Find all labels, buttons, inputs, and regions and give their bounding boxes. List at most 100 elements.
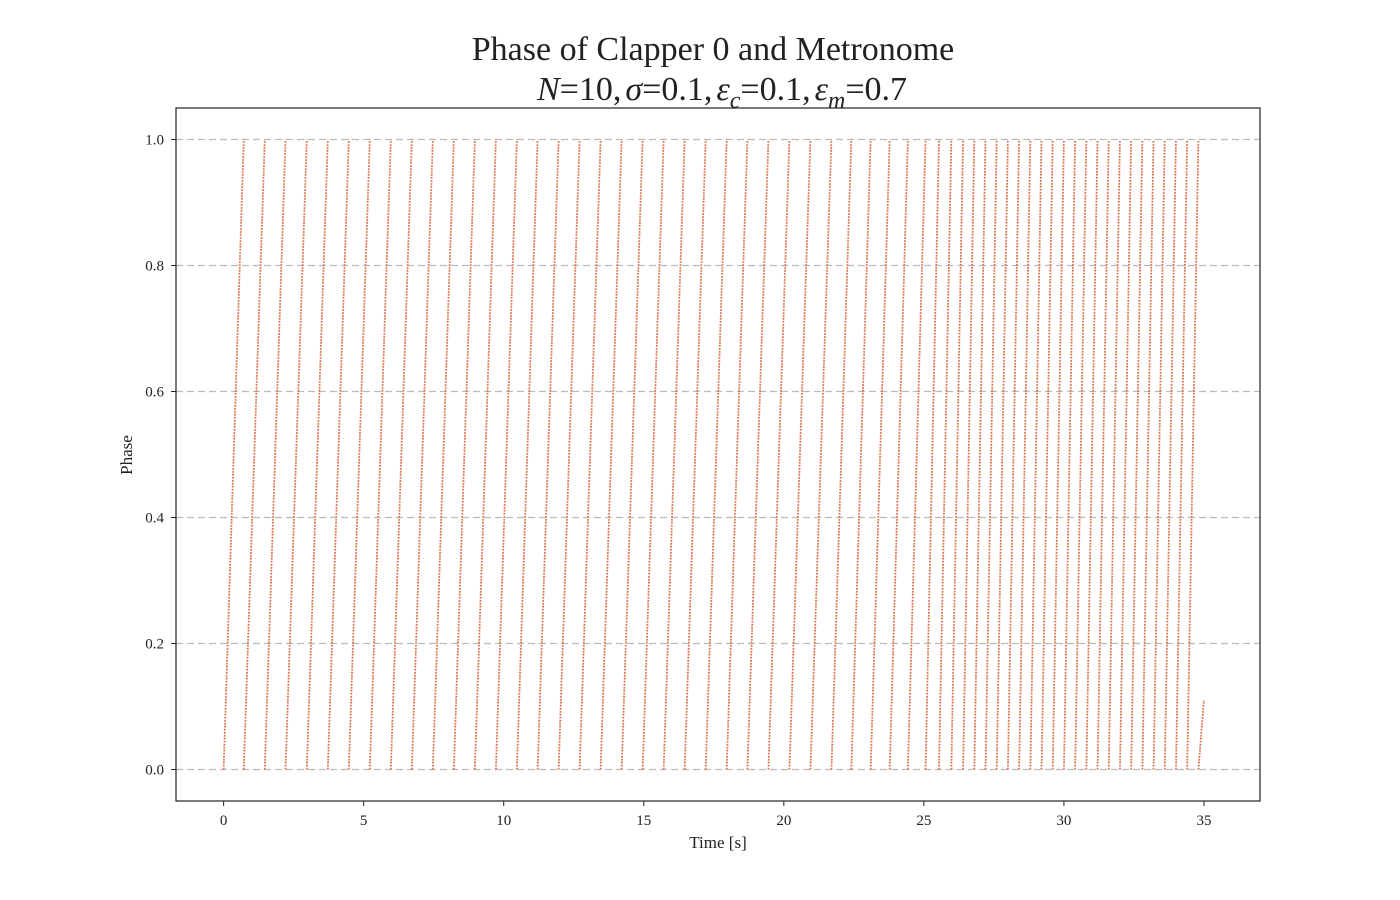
clapper-cycle-42 [1018, 139, 1032, 770]
clapper-cycle-24 [725, 139, 749, 770]
clapper-cycle-36 [950, 139, 964, 770]
x-tick-label-7: 35 [1196, 813, 1211, 829]
x-axis-label: Time [s] [689, 833, 746, 852]
x-tick-label-1: 5 [360, 813, 368, 829]
clapper-cycle-4 [305, 139, 329, 770]
eq-sign: = [845, 71, 864, 108]
param-sigma-symbol: σ [625, 71, 643, 108]
clapper-cycle-15 [536, 139, 560, 770]
clapper-cycle-55 [1163, 139, 1177, 770]
series-metronome [222, 139, 1205, 770]
clapper-cycle-43 [1029, 139, 1043, 770]
clapper-cycle-5 [326, 139, 350, 770]
y-tick-label-3: 0.6 [145, 385, 164, 401]
clapper-cycle-35 [938, 139, 953, 770]
x-tick-label-3: 15 [636, 813, 651, 829]
clapper-cycle-56 [1175, 139, 1189, 770]
clapper-cycle-7 [368, 139, 392, 770]
clapper-cycle-37 [962, 139, 976, 770]
metronome-cycle-58 [1197, 700, 1205, 770]
clapper-cycle-47 [1074, 139, 1088, 770]
clapper-cycle-31 [869, 139, 891, 770]
param-n-symbol: N [536, 71, 562, 108]
clapper-cycle-44 [1040, 139, 1054, 770]
param-n-value: 10 [579, 71, 613, 108]
y-tick-label-0: 0.0 [145, 763, 164, 779]
clapper-cycle-48 [1085, 139, 1099, 770]
clapper-cycle-34 [924, 139, 940, 770]
eq-sign: = [642, 71, 661, 108]
param-sigma-value: 0.1 [661, 71, 704, 108]
clapper-cycle-9 [410, 139, 434, 770]
clapper-cycle-38 [973, 139, 987, 770]
clapper-cycle-27 [788, 139, 812, 770]
x-tick-label-5: 25 [916, 813, 931, 829]
clapper-cycle-1 [242, 139, 266, 770]
clapper-cycle-3 [284, 139, 308, 770]
clapper-cycle-21 [662, 139, 686, 770]
param-epsilon-m-subscript: m [828, 88, 845, 114]
clapper-cycle-0 [222, 139, 245, 770]
clapper-cycle-6 [347, 139, 371, 770]
clapper-cycle-45 [1051, 139, 1065, 770]
axes: 0.0 0.2 0.4 0.6 0.8 1.0 0 5 10 15 20 25 30 35 [145, 133, 1211, 830]
clapper-cycle-57 [1186, 139, 1200, 770]
clapper-cycle-25 [746, 139, 770, 770]
clapper-cycle-30 [850, 139, 872, 770]
y-tick-label-4: 0.8 [145, 259, 164, 275]
clapper-cycle-2 [263, 139, 287, 770]
clapper-cycle-49 [1096, 139, 1110, 770]
clapper-cycle-11 [452, 139, 476, 770]
clapper-cycle-16 [557, 139, 581, 770]
clapper-cycle-28 [809, 139, 833, 770]
comma-separator: , [613, 71, 622, 108]
param-epsilon-c-subscript: c [730, 88, 741, 114]
param-epsilon-c-symbol: ε [716, 71, 730, 108]
eq-sign: = [560, 71, 579, 108]
y-tick-label-5: 1.0 [145, 133, 164, 149]
clapper-cycle-46 [1063, 139, 1077, 770]
clapper-cycle-26 [767, 139, 791, 770]
clapper-cycle-13 [494, 139, 518, 770]
clapper-cycle-58 [1197, 700, 1205, 770]
clapper-cycle-40 [995, 139, 1009, 770]
param-epsilon-m-value: 0.7 [865, 71, 908, 108]
param-epsilon-m-symbol: ε [815, 71, 829, 108]
clapper-cycle-12 [473, 139, 497, 770]
clapper-cycle-14 [515, 139, 539, 770]
clapper-cycle-23 [704, 139, 728, 770]
comma-separator: , [802, 71, 811, 108]
x-tick-label-4: 20 [776, 813, 791, 829]
clapper-cycle-41 [1007, 139, 1021, 770]
clapper-cycle-18 [599, 139, 623, 770]
clapper-cycle-8 [389, 139, 413, 770]
clapper-cycle-53 [1141, 139, 1155, 770]
plot-frame [175, 107, 1261, 802]
param-epsilon-c-value: 0.1 [760, 71, 803, 108]
clapper-cycle-19 [620, 139, 644, 770]
clapper-cycle-20 [641, 139, 665, 770]
clapper-cycle-32 [888, 139, 909, 770]
chart-title: Phase of Clapper 0 and Metronome [472, 31, 955, 68]
clapper-cycle-54 [1152, 139, 1166, 770]
y-tick-label-2: 0.4 [145, 511, 164, 527]
clapper-cycle-10 [431, 139, 455, 770]
x-tick-label-6: 30 [1056, 813, 1071, 829]
clapper-cycle-22 [683, 139, 707, 770]
clapper-cycle-50 [1107, 139, 1121, 770]
clapper-cycle-17 [578, 139, 602, 770]
clapper-cycle-29 [830, 139, 853, 770]
comma-separator: , [704, 71, 713, 108]
clapper-cycle-33 [907, 139, 927, 770]
y-axis-label: Phase [117, 435, 136, 475]
y-tick-label-1: 0.2 [145, 637, 164, 653]
clapper-cycle-51 [1119, 139, 1133, 770]
x-tick-label-0: 0 [220, 813, 228, 829]
eq-sign: = [740, 71, 759, 108]
clapper-cycle-39 [984, 139, 998, 770]
x-tick-label-2: 10 [496, 813, 511, 829]
clapper-cycle-52 [1130, 139, 1144, 770]
data-points [222, 139, 1205, 770]
